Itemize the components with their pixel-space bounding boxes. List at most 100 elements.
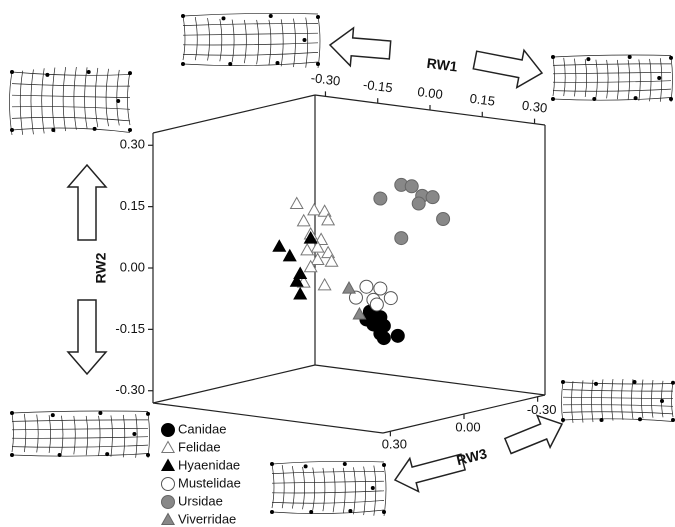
grid-line <box>11 127 131 133</box>
landmark <box>270 510 274 514</box>
landmark <box>594 381 598 386</box>
y-axis-label: RW2 <box>93 252 109 283</box>
grid-line <box>62 67 66 132</box>
grid-line <box>11 436 149 439</box>
landmark <box>382 462 386 467</box>
deformation-grid <box>9 66 132 136</box>
y-tick-label: -0.15 <box>115 321 145 336</box>
grid-line <box>244 19 247 64</box>
landmark <box>10 411 14 415</box>
deformation-grid <box>270 460 387 517</box>
grid-line <box>562 381 674 385</box>
grid-line <box>11 419 149 422</box>
arrow <box>66 299 108 376</box>
grid-line <box>271 460 385 465</box>
x-tick-label: 0.00 <box>417 84 444 102</box>
grid-line <box>305 17 309 68</box>
grid-line <box>293 18 296 68</box>
landmark <box>270 462 274 466</box>
point <box>369 297 384 312</box>
grid-line <box>563 57 566 97</box>
grid-line <box>52 67 56 133</box>
point <box>303 259 318 273</box>
x-axis-label: RW1 <box>426 55 459 75</box>
grid-line <box>595 59 598 98</box>
grid-line <box>231 19 235 63</box>
z-axis-label: RW3 <box>455 445 489 468</box>
landmark <box>92 126 97 131</box>
point <box>436 212 451 226</box>
point <box>289 274 304 287</box>
legend-label: Hyaenidae <box>178 457 240 472</box>
grid-line <box>11 71 131 76</box>
landmark <box>627 55 632 59</box>
grid-line <box>552 71 672 75</box>
grid-line <box>98 415 101 457</box>
landmark <box>128 128 132 132</box>
landmark <box>302 38 307 42</box>
grid-line <box>11 83 131 87</box>
landmark <box>86 70 91 74</box>
grid-line <box>302 466 305 510</box>
grid-line <box>562 389 674 392</box>
point <box>373 281 388 296</box>
landmark <box>599 418 604 422</box>
grid-line <box>182 15 186 61</box>
grid-line <box>268 19 272 66</box>
point <box>321 212 336 226</box>
box-edge <box>152 402 384 434</box>
point <box>296 213 311 227</box>
landmark <box>128 71 132 76</box>
x-tick-label: 0.15 <box>469 91 496 109</box>
point <box>324 254 339 267</box>
grid-line <box>641 379 644 419</box>
point <box>307 202 322 216</box>
grid-line <box>19 70 24 135</box>
box-edge <box>152 94 316 134</box>
z-tick-label: 0.30 <box>382 437 407 452</box>
landmark <box>57 453 62 457</box>
landmark <box>632 380 637 384</box>
grid-line <box>271 500 385 504</box>
grid-line <box>601 379 604 422</box>
grid-line <box>574 58 577 97</box>
grid-line <box>317 16 321 69</box>
grid-line <box>207 18 210 61</box>
grid-line <box>11 412 14 453</box>
grid-line <box>621 378 624 420</box>
grid-line <box>127 71 131 126</box>
point <box>390 328 405 343</box>
landmark <box>316 14 320 19</box>
grid-line <box>591 379 594 423</box>
arrow <box>66 163 108 241</box>
grid-line <box>552 56 555 97</box>
grid-line <box>94 67 99 128</box>
grid-line <box>105 68 109 127</box>
grid-line <box>30 69 34 135</box>
deformation-grid <box>181 12 321 69</box>
landmark <box>228 62 233 66</box>
grid-line <box>649 58 652 102</box>
grid-line <box>280 19 284 67</box>
landmark <box>669 55 673 60</box>
grid-line <box>11 106 131 110</box>
grid-line <box>670 57 673 103</box>
point <box>425 190 440 205</box>
arrow <box>503 414 564 455</box>
legend-label: Canidae <box>178 421 226 436</box>
grid-line <box>11 410 149 414</box>
grid-line <box>41 68 45 134</box>
grid-line <box>182 52 319 56</box>
arrow <box>472 48 544 89</box>
grid-line <box>561 381 564 424</box>
grid-line <box>271 509 385 514</box>
legend-marker <box>161 477 175 491</box>
grid-line <box>651 380 654 418</box>
legend-label: Ursidae <box>178 493 223 508</box>
point <box>359 279 374 294</box>
point <box>303 231 318 244</box>
grid-line <box>562 411 674 415</box>
point <box>376 331 391 346</box>
grid-line <box>562 418 674 422</box>
y-tick-label: 0.30 <box>120 137 145 152</box>
